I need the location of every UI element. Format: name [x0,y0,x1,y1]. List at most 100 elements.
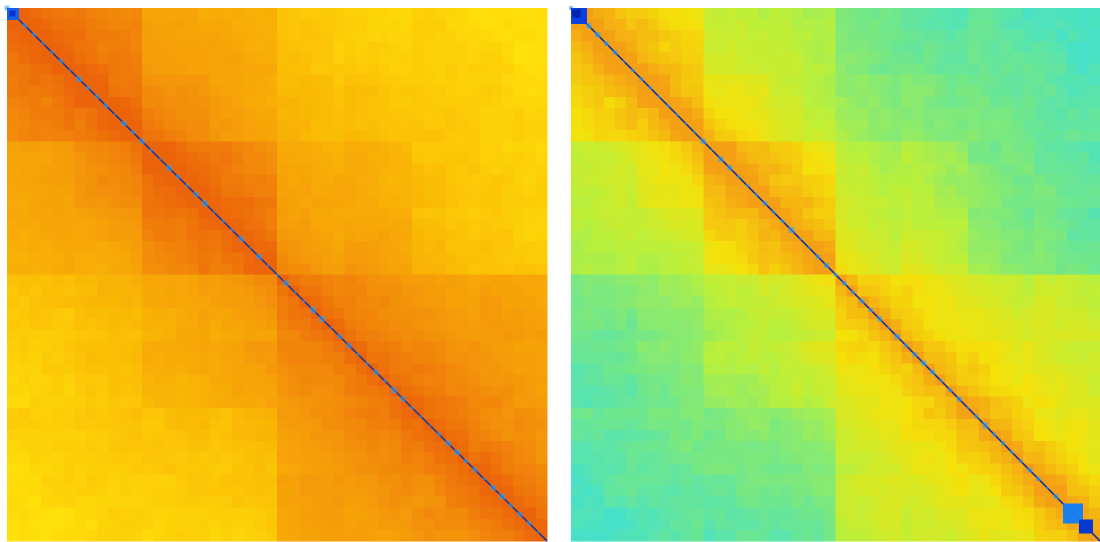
heatmap-cell [1022,185,1035,198]
diagonal-block [275,273,279,276]
heatmap-cell [367,485,379,498]
heatmap-cell [490,174,503,187]
diagonal-block [815,254,821,259]
heatmap-cell [1011,30,1024,42]
heatmap-cell [824,218,837,231]
heatmap-cell [1066,163,1079,176]
heatmap-cell [989,474,1002,487]
heatmap-cell [824,474,837,487]
heatmap-cell [63,452,76,464]
heatmap-cell [220,30,233,42]
heatmap-cell [457,8,469,20]
heatmap-cell [582,74,594,87]
heatmap-cell [1000,407,1013,420]
heatmap-cell [1000,241,1013,253]
heatmap-cell [423,74,436,87]
heatmap-cell [142,130,154,142]
heatmap-cell [355,296,368,309]
heatmap-cell [490,407,503,420]
heatmap-cell [220,474,233,487]
heatmap-cell [769,418,781,431]
heatmap-cell [824,41,837,54]
heatmap-cell [945,529,958,542]
heatmap-cell [978,207,991,220]
diagonal-block [202,200,208,207]
heatmap-cell [187,341,199,353]
heatmap-cell [164,152,177,165]
heatmap-cell [879,263,892,276]
heatmap-cell [824,396,837,409]
heatmap-cell [1066,96,1079,109]
heatmap-cell [63,74,76,87]
heatmap-cell [780,441,793,453]
heatmap-cell [725,374,737,387]
heatmap-cell [389,474,402,487]
heatmap-cell [1077,441,1090,453]
heatmap-cell [945,296,958,309]
heatmap-cell [288,218,301,231]
heatmap-cell [97,52,109,65]
heatmap-cell [254,407,267,420]
heatmap-cell [1066,230,1079,242]
heatmap-cell [535,507,548,520]
heatmap-cell [434,474,447,487]
heatmap-cell [277,385,289,398]
heatmap-cell [945,274,958,287]
heatmap-cell [153,19,166,31]
heatmap-cell [74,518,87,531]
heatmap-cell [220,230,233,242]
heatmap-cell [243,63,256,76]
heatmap-cell [524,441,537,453]
heatmap-cell [956,174,969,187]
heatmap-cell [333,163,346,176]
heatmap-cell [457,185,469,198]
heatmap-cell [97,385,109,398]
heatmap-cell [367,374,379,387]
heatmap-cell [582,41,594,54]
heatmap-cell [457,52,469,65]
heatmap-cell [310,529,323,542]
heatmap-cell [502,96,514,109]
heatmap-cell [85,41,98,54]
heatmap-cell [1033,363,1046,376]
heatmap-cell [40,485,53,498]
heatmap-cell [901,119,914,131]
heatmap-cell [681,263,693,276]
heatmap-cell [502,385,514,398]
heatmap-cell [18,8,31,20]
heatmap-cell [1011,518,1024,531]
heatmap-cell [108,8,121,20]
heatmap-cell [29,429,42,442]
heatmap-cell [63,363,76,376]
diagonal-block [639,77,644,81]
heatmap-cell [7,196,19,209]
heatmap-cell [265,441,278,453]
heatmap-cell [209,8,222,20]
heatmap-cell [164,274,177,287]
heatmap-cell [153,296,166,309]
heatmap-cell [901,330,914,342]
heatmap-cell [434,385,447,398]
heatmap-cell [989,8,1002,20]
heatmap-cell [457,19,469,31]
heatmap-cell [725,152,737,165]
heatmap-cell [791,263,804,276]
heatmap-cell [288,174,301,187]
heatmap-cell [956,141,969,153]
heatmap-cell [703,85,715,98]
heatmap-cell [490,274,503,287]
heatmap-cell [400,74,413,87]
heatmap-cell [502,119,514,131]
heatmap-cell [29,41,42,54]
heatmap-cell [108,352,121,364]
heatmap-cell [535,174,548,187]
heatmap-cell [879,185,892,198]
heatmap-cell [1055,374,1068,387]
heatmap-cell [344,230,357,242]
heatmap-cell [344,374,357,387]
heatmap-cell [626,141,638,153]
heatmap-cell [434,529,447,542]
heatmap-cell [868,163,881,176]
heatmap-cell [1066,119,1079,131]
heatmap-cell [389,463,402,475]
